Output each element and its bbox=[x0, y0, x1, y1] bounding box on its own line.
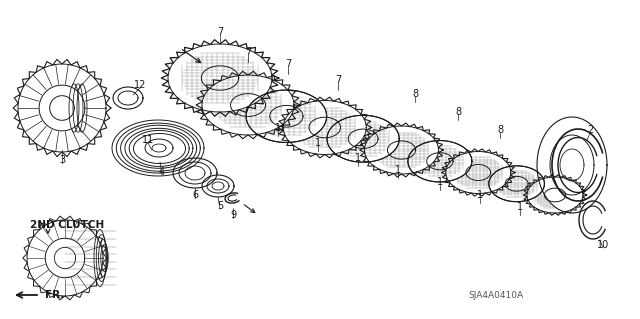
Polygon shape bbox=[202, 75, 294, 135]
Polygon shape bbox=[173, 158, 217, 188]
Text: FR.: FR. bbox=[45, 290, 65, 300]
Polygon shape bbox=[327, 115, 399, 162]
Text: 5: 5 bbox=[217, 201, 223, 211]
Text: 7: 7 bbox=[245, 47, 251, 57]
Text: 2ND CLUTCH: 2ND CLUTCH bbox=[30, 220, 104, 230]
Text: 9: 9 bbox=[230, 210, 236, 220]
Text: 6: 6 bbox=[192, 190, 198, 200]
Text: SJA4A0410A: SJA4A0410A bbox=[468, 291, 523, 300]
Polygon shape bbox=[246, 90, 326, 143]
Text: 3: 3 bbox=[59, 155, 65, 165]
Polygon shape bbox=[408, 141, 472, 182]
Polygon shape bbox=[445, 152, 511, 194]
Polygon shape bbox=[537, 117, 607, 213]
Text: 1: 1 bbox=[355, 153, 361, 163]
Text: 1: 1 bbox=[275, 123, 281, 133]
Polygon shape bbox=[527, 177, 583, 213]
Polygon shape bbox=[112, 120, 204, 176]
Text: 7: 7 bbox=[335, 75, 341, 85]
Text: 1: 1 bbox=[395, 165, 401, 175]
Polygon shape bbox=[27, 220, 103, 296]
Polygon shape bbox=[489, 166, 545, 202]
Polygon shape bbox=[365, 126, 438, 174]
Polygon shape bbox=[284, 100, 366, 154]
Text: 10: 10 bbox=[597, 240, 609, 250]
Text: 8: 8 bbox=[412, 89, 418, 99]
Text: 8: 8 bbox=[455, 107, 461, 117]
Text: 1: 1 bbox=[477, 190, 483, 200]
Text: 7: 7 bbox=[285, 59, 291, 69]
Text: 11: 11 bbox=[142, 135, 154, 145]
Text: 7: 7 bbox=[217, 27, 223, 37]
Polygon shape bbox=[18, 64, 106, 152]
Text: 1: 1 bbox=[517, 202, 523, 212]
Polygon shape bbox=[168, 44, 272, 112]
Text: 12: 12 bbox=[134, 80, 146, 90]
Text: 8: 8 bbox=[497, 125, 503, 135]
Text: 4: 4 bbox=[159, 167, 165, 177]
Text: 2: 2 bbox=[587, 125, 593, 135]
Text: 1: 1 bbox=[315, 138, 321, 148]
Text: 1: 1 bbox=[437, 177, 443, 187]
Polygon shape bbox=[113, 87, 143, 109]
Polygon shape bbox=[202, 175, 234, 197]
